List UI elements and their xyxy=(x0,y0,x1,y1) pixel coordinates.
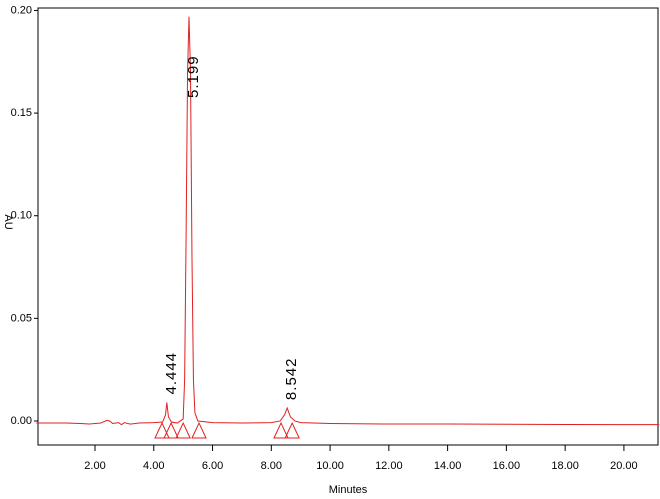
y-tick-label: 0.15 xyxy=(11,107,32,119)
peak-boundary-marker xyxy=(163,421,179,439)
y-tick-label: 0.10 xyxy=(11,210,32,222)
x-tick-label: 18.00 xyxy=(551,460,579,472)
peak-boundary-marker xyxy=(154,421,170,439)
chromatogram-line xyxy=(36,16,660,426)
peak-label: 5.199 xyxy=(185,55,202,98)
peak-boundary-marker xyxy=(284,421,300,439)
plot-frame xyxy=(37,7,659,446)
y-tick-label: 0.05 xyxy=(11,312,32,324)
x-tick-label: 14.00 xyxy=(434,460,462,472)
x-tick-label: 4.00 xyxy=(143,460,164,472)
y-axis-label: AU xyxy=(2,214,14,229)
x-tick-label: 10.00 xyxy=(316,460,344,472)
peak-label: 4.444 xyxy=(163,352,180,395)
x-tick-label: 8.00 xyxy=(261,460,282,472)
x-tick-label: 2.00 xyxy=(84,460,105,472)
peak-boundary-marker xyxy=(175,421,191,439)
x-tick-label: 16.00 xyxy=(493,460,521,472)
peak-boundary-marker xyxy=(273,421,289,439)
x-tick-label: 20.00 xyxy=(610,460,638,472)
peak-boundary-marker xyxy=(191,421,207,439)
x-tick-label: 12.00 xyxy=(375,460,403,472)
y-tick-label: 0.20 xyxy=(11,4,32,16)
y-tick-label: 0.00 xyxy=(11,415,32,427)
x-tick-label: 6.00 xyxy=(202,460,223,472)
peak-label: 8.542 xyxy=(283,358,300,401)
x-axis-label: Minutes xyxy=(329,484,368,496)
